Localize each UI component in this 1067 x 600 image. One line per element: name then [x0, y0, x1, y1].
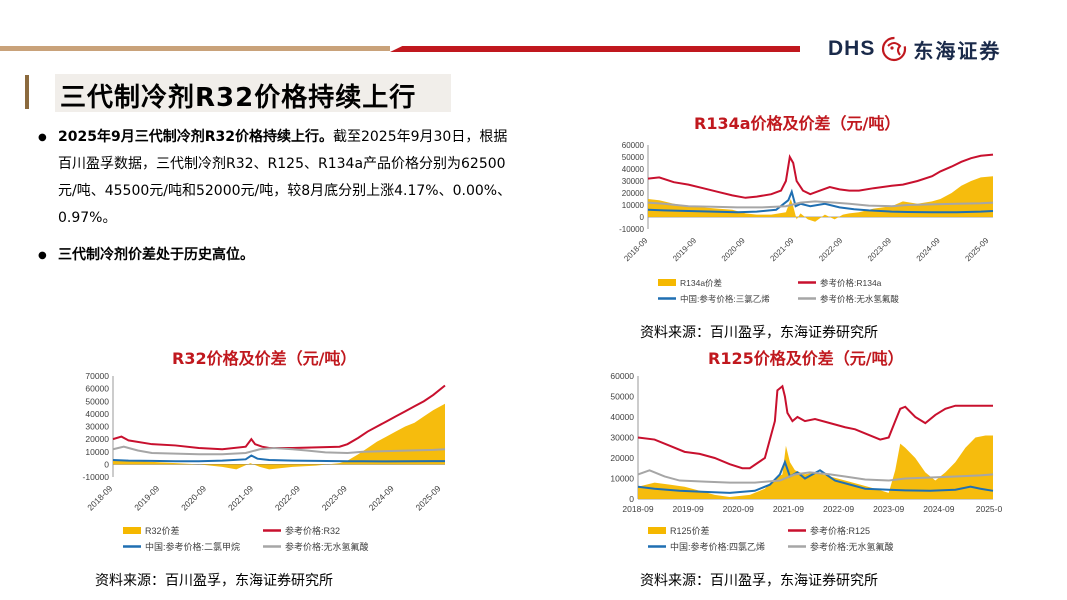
y-tick-label: 0: [104, 459, 109, 469]
chart-r134a: -10000 0 10000 20000 30000 40000 50000 60000 201…: [619, 141, 994, 304]
x-tick-label: 2019-09: [132, 483, 161, 512]
y-tick-label: 60000: [610, 371, 634, 381]
bullet-bold-lead: 2025年9月三代制冷剂R32价格持续上行。: [58, 129, 333, 145]
y-tick-label: 40000: [622, 165, 645, 174]
series-line: [112, 454, 445, 463]
legend-swatch: [648, 527, 666, 534]
x-tick-label: 2021-09: [773, 504, 804, 514]
legend-label: 中国:参考价格:三氯乙烯: [680, 294, 770, 304]
legend-label: 参考价格:无水氢氟酸: [810, 541, 894, 552]
x-tick-label: 2022-09: [273, 483, 302, 512]
y-tick-label: 30000: [610, 433, 634, 443]
y-tick-label: 0: [629, 494, 634, 504]
legend-label: 参考价格:R125: [810, 525, 870, 536]
series-area: [648, 176, 993, 222]
series-line: [647, 188, 994, 214]
x-tick-label: 2021-09: [768, 236, 796, 264]
y-tick-label: 50000: [610, 392, 634, 402]
y-tick-label: 60000: [85, 384, 109, 394]
x-tick-label: 2019-09: [673, 504, 704, 514]
x-tick-label: 2023-09: [873, 504, 904, 514]
x-tick-label: 2024-09: [923, 504, 954, 514]
series-line: [112, 445, 446, 456]
x-tick-label: 2023-09: [866, 236, 894, 264]
legend-label: 中国:参考价格:二氯甲烷: [145, 541, 240, 552]
x-tick-label: 2025-0: [976, 504, 1003, 514]
series-line: [647, 200, 994, 209]
bullet-body-text: 截至2025年9月30日，根据百川盈孚数据，三代制冷剂R32、R125、R134…: [58, 129, 512, 226]
y-tick-label: 30000: [85, 422, 109, 432]
bullet-bold-lead: 三代制冷剂价差处于历史高位。: [58, 247, 254, 263]
logo-cn-text: 东海证券: [913, 38, 1002, 63]
chart-r32: -10000 0 10000 20000 30000 40000 50000 60000 700…: [83, 371, 446, 552]
source-note-r125: 资料来源：百川盈孚，东海证券研究所: [640, 573, 878, 589]
y-tick-label: 40000: [85, 409, 109, 419]
y-tick-label: 50000: [85, 396, 109, 406]
legend-label: 中国:参考价格:四氯乙烯: [670, 541, 765, 552]
series-area: [113, 403, 445, 470]
header-rule-tan: [0, 46, 390, 51]
legend-label: R125价差: [670, 525, 710, 536]
y-tick-label: 70000: [85, 371, 109, 381]
y-tick-label: 20000: [610, 453, 634, 463]
x-tick-label: 2020-09: [723, 504, 754, 514]
legend-label: 参考价格:R32: [285, 525, 340, 536]
y-tick-label: 40000: [610, 412, 634, 422]
y-tick-label: -10000: [619, 225, 644, 234]
legend-label: 参考价格:无水氢氟酸: [285, 541, 369, 552]
chart-title-r134a: R134a价格及价差（元/吨）: [694, 114, 901, 133]
header-rule-red: [390, 46, 800, 52]
y-tick-label: 30000: [622, 177, 645, 186]
legend-label: R32价差: [145, 525, 180, 536]
source-note-r134a: 资料来源：百川盈孚，东海证券研究所: [640, 325, 878, 341]
x-tick-label: 2021-09: [226, 483, 255, 512]
y-tick-label: 10000: [610, 474, 634, 484]
x-tick-label: 2020-09: [720, 236, 748, 264]
dragon-logo-icon: [882, 36, 907, 62]
bullet-item: 三代制冷剂价差处于历史高位。: [38, 242, 518, 269]
x-tick-label: 2022-09: [817, 236, 845, 264]
y-tick-label: 60000: [622, 141, 645, 150]
x-tick-label: 2024-09: [915, 236, 943, 264]
series-line: [637, 384, 993, 470]
x-tick-label: 2023-09: [320, 483, 349, 512]
chart-r125: 0 10000 20000 30000 40000 50000 60000 2018-09 20…: [610, 371, 1003, 552]
title-background: [55, 74, 451, 112]
legend-label: 参考价格:R134a: [820, 278, 882, 288]
x-tick-label: 2024-09: [367, 483, 396, 512]
x-tick-label: 2018-09: [85, 483, 114, 512]
bullet-item: 2025年9月三代制冷剂R32价格持续上行。截至2025年9月30日，根据百川盈…: [38, 124, 518, 232]
bullet-list: 2025年9月三代制冷剂R32价格持续上行。截至2025年9月30日，根据百川盈…: [38, 124, 518, 269]
legend-swatch: [123, 527, 141, 534]
y-tick-label: 50000: [622, 153, 645, 162]
legend-label: R134a价差: [680, 278, 722, 288]
x-tick-label: 2018-09: [622, 504, 653, 514]
x-tick-label: 2025-09: [963, 236, 991, 264]
series-line: [647, 153, 994, 199]
chart-title-r32: R32价格及价差（元/吨）: [172, 349, 357, 368]
legend-label: 参考价格:无水氢氟酸: [820, 294, 899, 304]
series-area: [638, 435, 993, 499]
y-tick-label: -10000: [83, 472, 110, 482]
chart-title-r125: R125价格及价差（元/吨）: [708, 349, 904, 368]
logo-text: DHS: [828, 37, 876, 60]
legend-swatch: [658, 279, 676, 286]
x-tick-label: 2018-09: [622, 236, 650, 264]
x-tick-label: 2025-09: [414, 483, 443, 512]
page-title: 三代制冷剂R32价格持续上行: [60, 83, 417, 113]
series-line: [637, 459, 994, 494]
y-tick-label: 0: [640, 213, 645, 222]
y-tick-label: 20000: [622, 189, 645, 198]
series-line: [112, 384, 446, 451]
x-tick-label: 2020-09: [179, 483, 208, 512]
series-line: [637, 469, 994, 484]
title-accent-bar: [25, 75, 29, 109]
y-tick-label: 10000: [85, 447, 109, 457]
source-note-r32: 资料来源：百川盈孚，东海证券研究所: [95, 573, 333, 589]
x-tick-label: 2022-09: [823, 504, 854, 514]
y-tick-label: 10000: [622, 201, 645, 210]
company-logo: DHS 东海证券: [828, 32, 1001, 66]
x-tick-label: 2019-09: [671, 236, 699, 264]
y-tick-label: 20000: [85, 434, 109, 444]
